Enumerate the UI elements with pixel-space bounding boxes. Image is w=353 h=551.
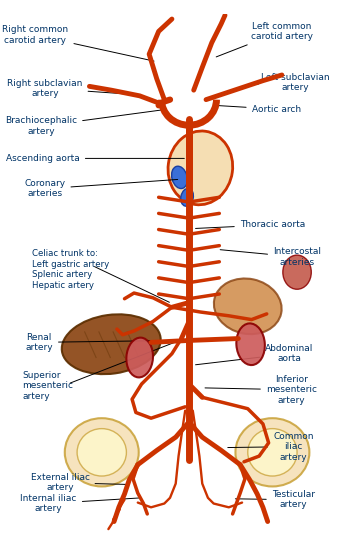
Text: Left common
carotid artery: Left common carotid artery xyxy=(216,21,313,57)
Text: Superior
mesenteric
artery: Superior mesenteric artery xyxy=(22,371,73,401)
Ellipse shape xyxy=(181,188,193,206)
Ellipse shape xyxy=(248,429,297,476)
Text: Brachiocephalic
artery: Brachiocephalic artery xyxy=(5,110,165,136)
Text: Celiac trunk to:
Left gastric artery
Splenic artery
Hepatic artery: Celiac trunk to: Left gastric artery Spl… xyxy=(31,250,109,290)
Text: Renal
artery: Renal artery xyxy=(25,333,173,352)
Ellipse shape xyxy=(168,131,233,205)
Text: Left subclavian
artery: Left subclavian artery xyxy=(257,73,329,92)
Ellipse shape xyxy=(126,338,153,377)
Text: Common
iliac
artery: Common iliac artery xyxy=(228,432,313,462)
Ellipse shape xyxy=(65,418,139,487)
Text: External iliac
artery: External iliac artery xyxy=(31,473,129,493)
Ellipse shape xyxy=(172,166,187,188)
Text: Testicular
artery: Testicular artery xyxy=(235,490,315,510)
Text: Ascending aorta: Ascending aorta xyxy=(6,154,184,163)
Ellipse shape xyxy=(77,429,126,476)
Text: Right common
carotid artery: Right common carotid artery xyxy=(2,25,154,61)
Ellipse shape xyxy=(237,323,265,365)
Text: Right subclavian
artery: Right subclavian artery xyxy=(7,79,124,98)
Text: Thoracic aorta: Thoracic aorta xyxy=(196,220,305,229)
Text: Inferior
mesenteric
artery: Inferior mesenteric artery xyxy=(205,375,317,404)
Text: Aortic arch: Aortic arch xyxy=(216,105,301,114)
Ellipse shape xyxy=(235,418,309,487)
Text: Intercostal
arteries: Intercostal arteries xyxy=(220,247,321,267)
Ellipse shape xyxy=(62,314,161,374)
Text: Abdominal
aorta: Abdominal aorta xyxy=(196,344,314,365)
Ellipse shape xyxy=(214,278,282,334)
Text: Coronary
arteries: Coronary arteries xyxy=(24,179,178,198)
Text: Internal iliac
artery: Internal iliac artery xyxy=(20,494,139,513)
Ellipse shape xyxy=(283,255,311,289)
